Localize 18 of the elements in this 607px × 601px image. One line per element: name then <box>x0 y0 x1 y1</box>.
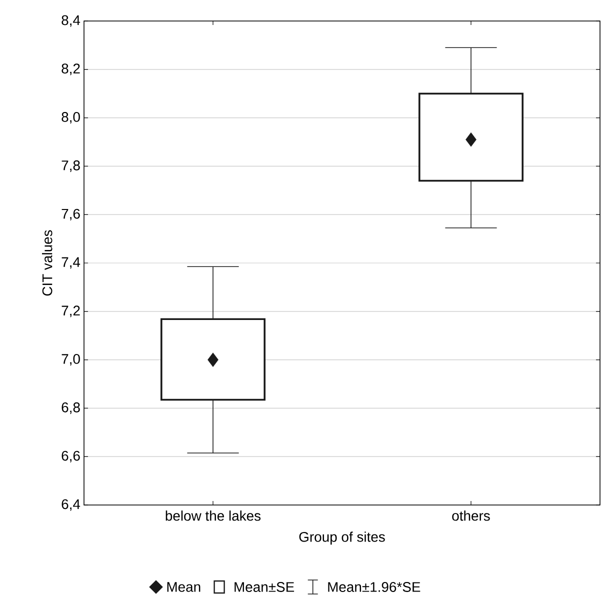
text: Mean <box>167 582 200 592</box>
y-tick-label: 6,4 <box>62 499 80 511</box>
y-tick-label: 7,2 <box>62 306 80 318</box>
y-tick-label: 6,8 <box>62 402 80 414</box>
y-tick-label: 7,8 <box>62 160 80 172</box>
y-tick-label: 8,4 <box>62 15 80 27</box>
y-tick-label: 7,6 <box>62 208 80 220</box>
y-axis-title: CIT values <box>42 230 52 296</box>
x-tick-label: below the lakes <box>166 510 261 521</box>
y-tick-label: 6,6 <box>62 450 80 462</box>
x-tick-label: others <box>452 510 490 521</box>
x-axis-title: Group of sites <box>299 532 385 545</box>
y-tick-label: 7,4 <box>62 257 80 269</box>
text: Mean±SE <box>234 582 294 592</box>
y-tick-label: 7,0 <box>62 354 80 366</box>
y-tick-label: 8,2 <box>62 64 80 76</box>
y-tick-label: 8,0 <box>62 112 80 124</box>
text: Mean±1.96*SE <box>328 582 420 592</box>
